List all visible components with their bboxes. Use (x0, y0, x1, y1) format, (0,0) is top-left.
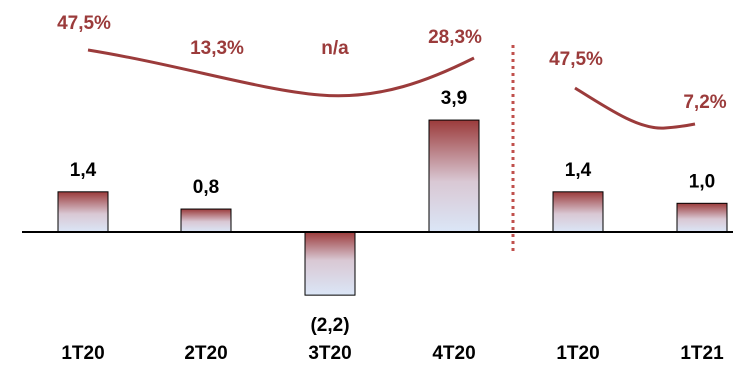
bar-4 (552, 191, 604, 233)
category-label-0: 1T20 (61, 343, 104, 364)
category-label-5: 1T21 (680, 343, 724, 364)
value-label-1: 0,8 (193, 177, 219, 198)
margin-label-2t20: 13,3% (190, 38, 244, 59)
bar-3 (428, 119, 480, 233)
category-labels: 1T20 2T20 3T20 4T20 1T20 1T21 (61, 343, 724, 364)
category-label-2: 3T20 (308, 343, 351, 364)
margin-label-1t20b: 47,5% (549, 49, 603, 70)
value-label-3: 3,9 (441, 88, 467, 109)
margin-label-1t21: 7,2% (683, 92, 726, 113)
value-label-2: (2,2) (310, 315, 349, 336)
category-label-1: 2T20 (184, 343, 227, 364)
margin-label-3t20: n/a (321, 38, 349, 59)
bar-0 (57, 191, 109, 233)
category-label-4: 1T20 (556, 343, 599, 364)
margin-line-1 (87, 48, 475, 98)
margin-label-1t20: 47,5% (57, 13, 111, 34)
value-labels: 1,4 0,8 (2,2) 3,9 1,4 1,0 (70, 88, 715, 336)
value-label-0: 1,4 (70, 160, 97, 181)
bars (57, 119, 728, 296)
value-label-5: 1,0 (689, 171, 715, 192)
bar-2 (304, 231, 356, 296)
bar-5 (676, 202, 728, 233)
margin-label-4t20: 28,3% (428, 27, 482, 48)
bar-1 (180, 208, 232, 233)
category-label-3: 4T20 (432, 343, 475, 364)
value-label-4: 1,4 (565, 160, 592, 181)
margin-line-2 (574, 86, 696, 130)
